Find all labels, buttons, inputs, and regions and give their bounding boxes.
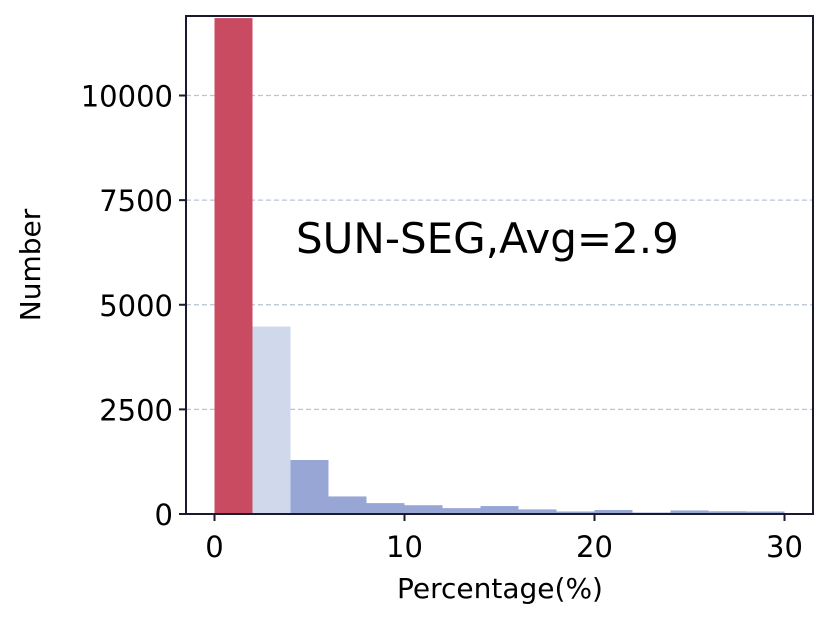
plot-frame xyxy=(185,15,814,515)
y-tick-label: 10000 xyxy=(81,80,173,114)
x-tick-label: 30 xyxy=(766,530,803,564)
y-tick-label: 7500 xyxy=(99,184,173,218)
histogram-bar-0 xyxy=(214,18,253,514)
axis-ticks: 0 10 20 30 0 2500 5000 7500 10000 xyxy=(81,80,803,564)
histogram-bar-3 xyxy=(328,496,367,514)
y-tick-label: 2500 xyxy=(99,393,173,427)
histogram-bar-5 xyxy=(404,505,443,514)
x-tick-label: 20 xyxy=(576,530,613,564)
histogram-bar-14 xyxy=(746,511,785,514)
x-tick-label: 0 xyxy=(205,530,223,564)
histogram-bar-10 xyxy=(594,510,633,514)
y-tick-label: 0 xyxy=(155,498,173,532)
histogram-bar-8 xyxy=(518,509,557,514)
histogram-bar-1 xyxy=(252,326,291,514)
y-axis-label: Number xyxy=(14,208,47,321)
histogram-bar-7 xyxy=(480,506,519,514)
histogram-bar-4 xyxy=(366,503,405,514)
histogram-bar-9 xyxy=(556,511,595,514)
x-axis-label: Percentage(%) xyxy=(397,572,603,605)
y-tick-label: 5000 xyxy=(99,289,173,323)
histogram-bar-2 xyxy=(290,460,329,514)
histogram-bars xyxy=(214,18,785,514)
histogram-bar-6 xyxy=(442,508,481,514)
histogram-bar-12 xyxy=(670,510,709,514)
x-tick-label: 10 xyxy=(386,530,423,564)
histogram-bar-13 xyxy=(708,511,747,514)
grid-lines xyxy=(186,94,813,410)
chart-annotation: SUN-SEG,Avg=2.9 xyxy=(296,214,679,263)
